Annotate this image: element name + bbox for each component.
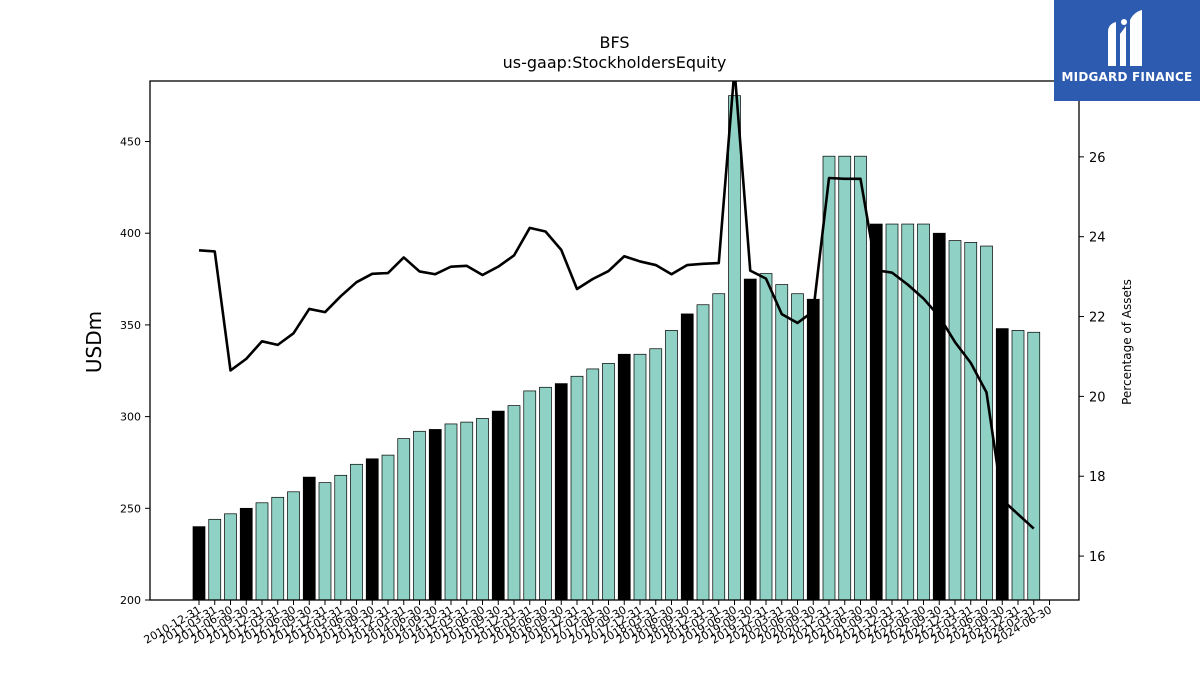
brand-name: MIDGARD FINANCE [1061, 70, 1193, 84]
bar [507, 405, 521, 601]
bar [696, 304, 710, 601]
bar [255, 502, 269, 601]
bar [539, 386, 552, 601]
y-tick-label: 300 [120, 411, 141, 424]
bar [381, 454, 395, 601]
bar [318, 482, 332, 601]
bar [649, 348, 663, 601]
y2-tick-label: 18 [1089, 470, 1106, 485]
y2-tick-label: 24 [1089, 231, 1106, 246]
brand-logo: MIDGARD FINANCE [1054, 0, 1200, 101]
bar [192, 526, 206, 601]
bar [917, 223, 930, 601]
y-tick-label: 350 [120, 319, 141, 332]
bar [791, 293, 804, 601]
x-axis: 2010-12-312011-03-312011-06-302011-09-30… [142, 600, 1054, 647]
y2-tick-label: 22 [1089, 311, 1106, 326]
bar [743, 278, 757, 601]
chart-subtitle: us-gaap:StockholdersEquity [503, 53, 727, 72]
bar [869, 223, 883, 601]
bar [334, 474, 348, 601]
y2-tick-label: 26 [1089, 151, 1106, 166]
bar [775, 284, 789, 601]
bar [680, 313, 694, 601]
bar [1027, 331, 1041, 601]
bar [665, 330, 678, 601]
bar [365, 458, 379, 601]
bar [854, 155, 867, 601]
bar [302, 476, 316, 601]
bar [712, 293, 726, 601]
bar [444, 423, 458, 601]
bar [932, 232, 946, 601]
y2-tick-label: 20 [1089, 390, 1106, 405]
bar [287, 491, 300, 601]
bar [838, 155, 852, 601]
bar [964, 242, 978, 601]
midgard-logo-icon [1108, 10, 1142, 66]
bar [397, 438, 411, 601]
y-tick-label: 250 [120, 502, 141, 515]
bar [460, 421, 474, 601]
bar [759, 273, 773, 601]
y-axis-label: USDm [82, 311, 106, 373]
bar-series [192, 95, 1041, 601]
y2-axis-label: Percentage of Assets [1120, 279, 1134, 405]
bar [570, 375, 584, 601]
bar [602, 363, 615, 601]
plot-frame [149, 80, 1080, 601]
bar [271, 496, 285, 601]
bar [476, 418, 489, 601]
bar [523, 390, 537, 601]
bar [586, 368, 600, 601]
bar [617, 353, 631, 601]
y-tick-label: 200 [120, 594, 141, 607]
bar [208, 518, 222, 601]
chart-title: BFS [599, 33, 629, 52]
bar [633, 353, 647, 601]
y2-tick-label: 16 [1089, 550, 1106, 565]
bar [224, 513, 237, 601]
bar [491, 410, 505, 601]
bar [948, 240, 962, 601]
y-tick-label: 450 [120, 136, 141, 149]
line-series [198, 81, 1035, 530]
y-tick-label: 400 [120, 227, 141, 240]
bar [554, 383, 568, 601]
bar [1011, 330, 1025, 601]
percentage-line [198, 81, 1035, 530]
bar [350, 463, 363, 601]
bar [413, 430, 426, 601]
bar [728, 95, 741, 601]
bar [239, 507, 253, 601]
bar [806, 298, 820, 601]
y2-axis: 16 18 20 22 24 26 [1079, 151, 1106, 565]
bar [885, 223, 899, 601]
y-axis: 200 250 300 350 400 450 [120, 136, 150, 607]
bar [428, 429, 442, 601]
